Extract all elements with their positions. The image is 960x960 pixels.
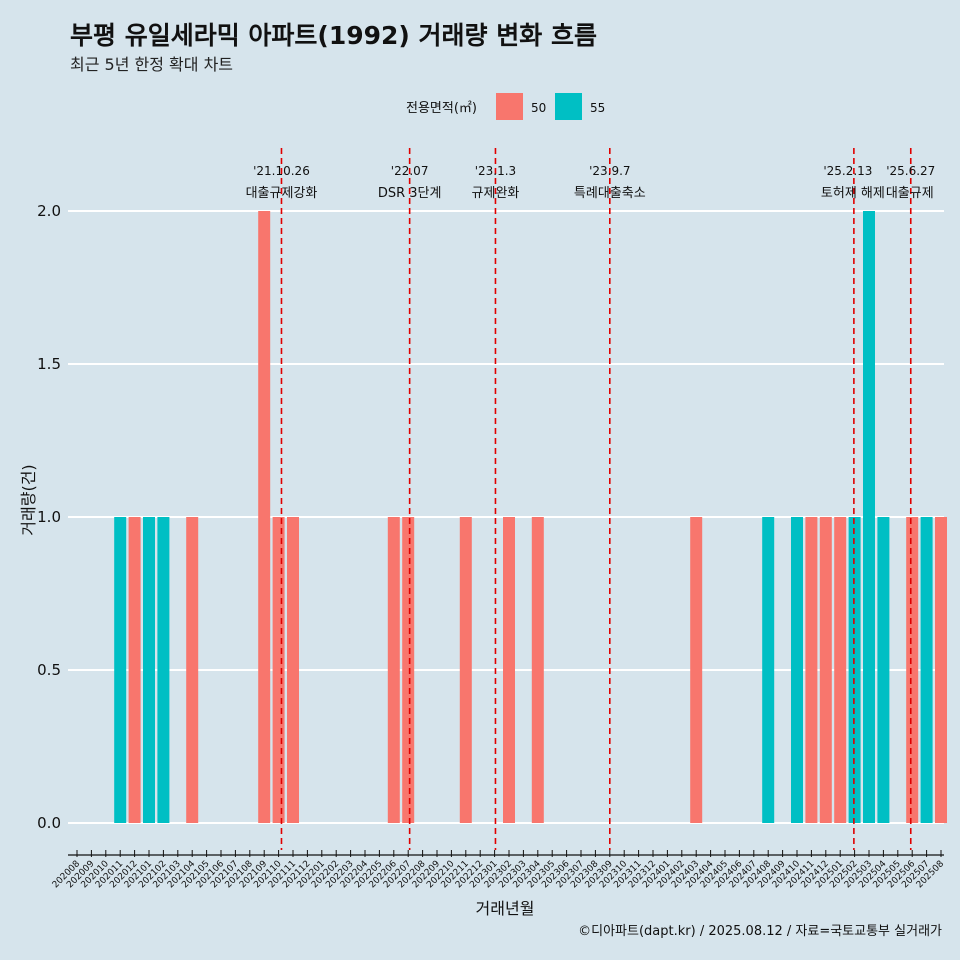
x-axis: 2020082020092020102020112020122021012021… bbox=[51, 850, 946, 890]
event-date: '23.9.7 bbox=[589, 164, 630, 178]
bar-202501-50 bbox=[834, 517, 847, 823]
chart-subtitle: 최근 5년 한정 확대 차트 bbox=[70, 55, 233, 74]
event-markers: '21.10.26 대출규제강화 '22.07 DSR 3단계 '23.1.3 규제완화 '… bbox=[246, 148, 935, 850]
bar-202408-55 bbox=[762, 517, 775, 823]
caption: ©디아파트(dapt.kr) / 2025.08.12 / 자료=국토교통부 실… bbox=[578, 924, 942, 939]
bar-202504-55 bbox=[877, 517, 890, 823]
bar-202111-50 bbox=[287, 517, 299, 823]
y-tick-label: 1.5 bbox=[37, 355, 61, 373]
bar-202304-50 bbox=[531, 517, 544, 823]
bar-202102-55 bbox=[157, 517, 170, 823]
bar-202507-55 bbox=[920, 517, 933, 823]
event-label: 토허제 해제 bbox=[821, 186, 885, 201]
bar-202207-50 bbox=[402, 517, 415, 823]
legend-swatch-50 bbox=[496, 93, 523, 120]
event-date: '21.10.26 bbox=[253, 164, 310, 178]
legend-swatch-55 bbox=[555, 93, 582, 120]
legend-label-55: 55 bbox=[590, 101, 605, 115]
bar-202012-50 bbox=[128, 517, 141, 823]
bar-202506-50 bbox=[906, 517, 919, 823]
bar-202101-55 bbox=[143, 517, 155, 823]
bar-202104-50 bbox=[186, 517, 199, 823]
y-axis-title: 거래량(건) bbox=[19, 464, 38, 535]
legend-title: 전용면적(㎡) bbox=[406, 101, 477, 116]
y-tick-label: 0.0 bbox=[37, 814, 61, 832]
event-date: '23.1.3 bbox=[475, 164, 516, 178]
bar-202403-50 bbox=[690, 517, 703, 823]
bar-202211-50 bbox=[459, 517, 472, 823]
bar-202503-55 bbox=[863, 211, 875, 823]
bars bbox=[114, 211, 947, 823]
bar-202411-50 bbox=[805, 517, 818, 823]
event-date: '25.2.13 bbox=[823, 164, 872, 178]
event-label: 특례대출축소 bbox=[574, 186, 646, 201]
event-label: 대출규제강화 bbox=[246, 186, 318, 201]
bar-202206-50 bbox=[387, 517, 400, 823]
y-tick-label: 1.0 bbox=[37, 508, 61, 526]
y-axis-ticks: 0.0 0.5 1.0 1.5 2.0 bbox=[37, 202, 61, 832]
y-tick-label: 2.0 bbox=[37, 202, 61, 220]
event-date: '22.07 bbox=[391, 164, 429, 178]
y-tick-label: 0.5 bbox=[37, 661, 61, 679]
bar-202110-50 bbox=[272, 517, 285, 823]
legend-label-50: 50 bbox=[531, 101, 546, 115]
x-axis-title: 거래년월 bbox=[476, 899, 535, 918]
bar-202302-50 bbox=[503, 517, 515, 823]
event-label: 대출규제 bbox=[886, 186, 934, 201]
event-date: '25.6.27 bbox=[886, 164, 935, 178]
bar-202508-50 bbox=[935, 517, 947, 823]
chart-title: 부평 유일세라믹 아파트(1992) 거래량 변화 흐름 bbox=[70, 21, 597, 50]
bar-202412-50 bbox=[819, 517, 832, 823]
bar-202109-50 bbox=[258, 211, 271, 823]
legend: 전용면적(㎡) 50 55 bbox=[406, 93, 605, 120]
bar-202410-55 bbox=[791, 517, 803, 823]
bar-202011-55 bbox=[114, 517, 127, 823]
event-label: DSR 3단계 bbox=[378, 186, 442, 201]
event-label: 규제완화 bbox=[472, 186, 520, 201]
